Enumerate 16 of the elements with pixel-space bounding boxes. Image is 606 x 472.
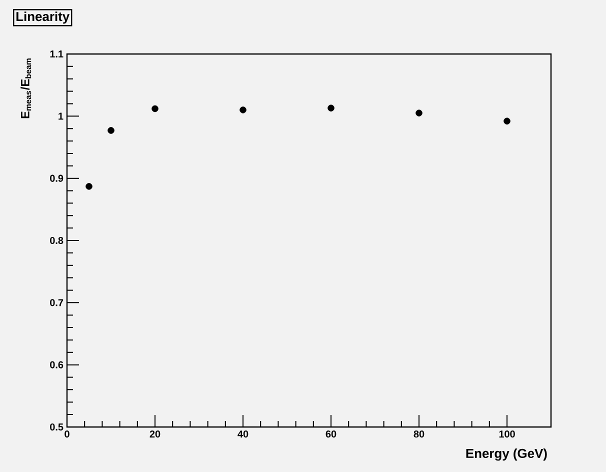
- y-tick-label: 0.8: [50, 236, 64, 244]
- chart-title: Linearity: [16, 12, 70, 24]
- y-tick-label: 0.6: [50, 361, 64, 368]
- y-tick-label: 1: [58, 112, 64, 120]
- x-tick-label: 80: [414, 430, 424, 438]
- y-tick-label: 0.7: [50, 299, 64, 306]
- y-axis-title: E$_{meas}$/E$_{beam}$: [20, 58, 32, 118]
- y-tick-label: 0.5: [50, 423, 64, 431]
- y-tick-label: 0.9: [50, 174, 64, 182]
- x-tick-label: 0: [64, 430, 70, 438]
- x-tick-label: 20: [150, 430, 160, 438]
- x-axis-title: Energy (GeV): [466, 448, 547, 461]
- x-tick-label: 40: [238, 430, 248, 438]
- x-tick-label: 60: [326, 430, 336, 438]
- y-tick-label: 1.1: [50, 50, 64, 58]
- x-tick-label: 100: [499, 430, 515, 438]
